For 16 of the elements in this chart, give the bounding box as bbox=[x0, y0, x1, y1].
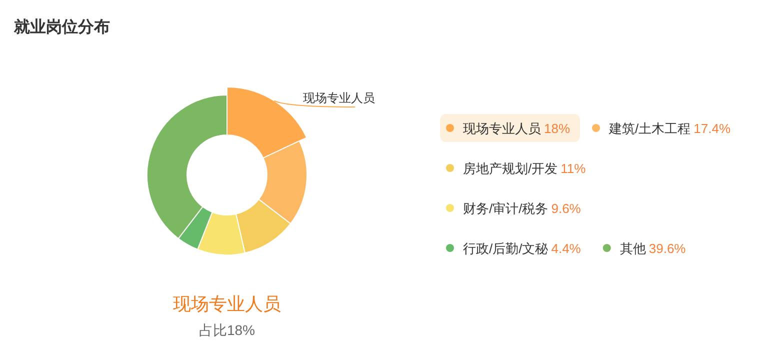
data-label: 4.4% bbox=[551, 241, 582, 256]
slice-label: 现场专业人员 bbox=[303, 91, 375, 105]
text: 占比18% bbox=[198, 322, 256, 338]
data-label: 39.6% bbox=[648, 241, 686, 256]
text: 现场专业人员 bbox=[173, 294, 281, 314]
data-label: 11% bbox=[560, 161, 586, 176]
legend-label: 现场专业人员 bbox=[463, 121, 541, 136]
legend-label: 建筑/土木工程 bbox=[608, 121, 691, 136]
chart-title: 就业岗位分布 bbox=[13, 18, 110, 36]
data-label: 18% bbox=[544, 121, 570, 136]
legend-label: 房地产规划/开发 bbox=[463, 161, 558, 176]
data-label: 17.4% bbox=[694, 121, 731, 136]
legend-label: 财务/审计/税务 bbox=[463, 201, 548, 216]
legend-label: 其他 bbox=[620, 241, 646, 256]
legend-label: 行政/后勤/文秘 bbox=[463, 241, 548, 256]
data-label: 9.6% bbox=[551, 201, 582, 216]
